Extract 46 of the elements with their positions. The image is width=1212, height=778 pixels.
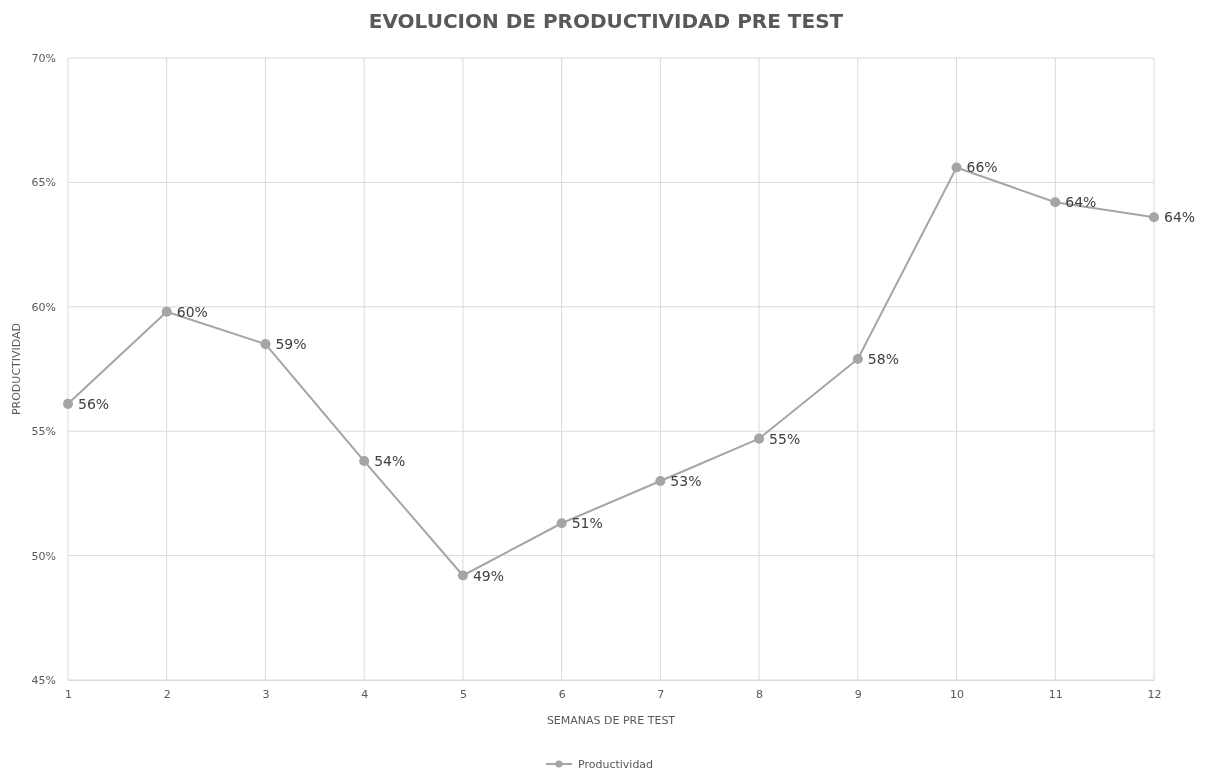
x-tick-label: 12 <box>1147 687 1162 701</box>
data-label: 66% <box>966 159 998 176</box>
data-label: 59% <box>275 336 307 353</box>
data-label: 54% <box>374 453 406 470</box>
point <box>359 456 370 467</box>
x-tick-label: 9 <box>854 687 862 701</box>
x-tick-label: 2 <box>163 687 171 701</box>
point <box>852 354 863 365</box>
data-label: 58% <box>867 351 899 368</box>
x-tick-label: 5 <box>459 687 467 701</box>
point <box>655 475 666 486</box>
point <box>1148 212 1160 223</box>
x-tick-label: 10 <box>950 687 965 701</box>
x-tick-label: 1 <box>65 687 72 701</box>
point <box>161 306 172 317</box>
point <box>260 339 271 350</box>
x-tick-label: 8 <box>756 687 764 701</box>
y-tick-label: 45% <box>31 674 56 688</box>
y-tick-label: 55% <box>31 425 56 439</box>
data-label: 49% <box>472 567 505 584</box>
x-tick-label: 7 <box>657 687 665 701</box>
y-tick-label: 65% <box>31 176 56 190</box>
data-label: 55% <box>769 430 801 447</box>
point <box>62 398 74 409</box>
x-tick-label: 4 <box>361 687 369 701</box>
data-label: 60% <box>176 303 208 320</box>
data-label: 53% <box>670 472 702 489</box>
data-label: 56% <box>78 395 110 412</box>
point <box>556 518 567 529</box>
y-tick-label: 50% <box>31 549 56 563</box>
data-label: 64% <box>1065 194 1097 211</box>
y-axis-title: PRODUCTIVIDAD <box>10 322 23 416</box>
y-tick-label: 70% <box>31 52 56 66</box>
legend-label: Productividad <box>578 758 654 771</box>
chart-title: EVOLUCION DE PRODUCTIVIDAD PRE TEST <box>368 9 844 33</box>
data-label: 64% <box>1164 209 1196 226</box>
x-tick-label: 3 <box>262 687 270 701</box>
data-label: 51% <box>571 515 603 532</box>
y-tick-label: 60% <box>31 300 56 314</box>
point <box>754 433 765 444</box>
x-tick-label: 6 <box>558 687 566 701</box>
point <box>951 162 962 173</box>
point <box>1050 197 1061 208</box>
x-tick-label: 11 <box>1048 687 1063 701</box>
x-axis-title: SEMANAS DE PRE TEST <box>546 714 676 727</box>
point <box>457 570 468 581</box>
